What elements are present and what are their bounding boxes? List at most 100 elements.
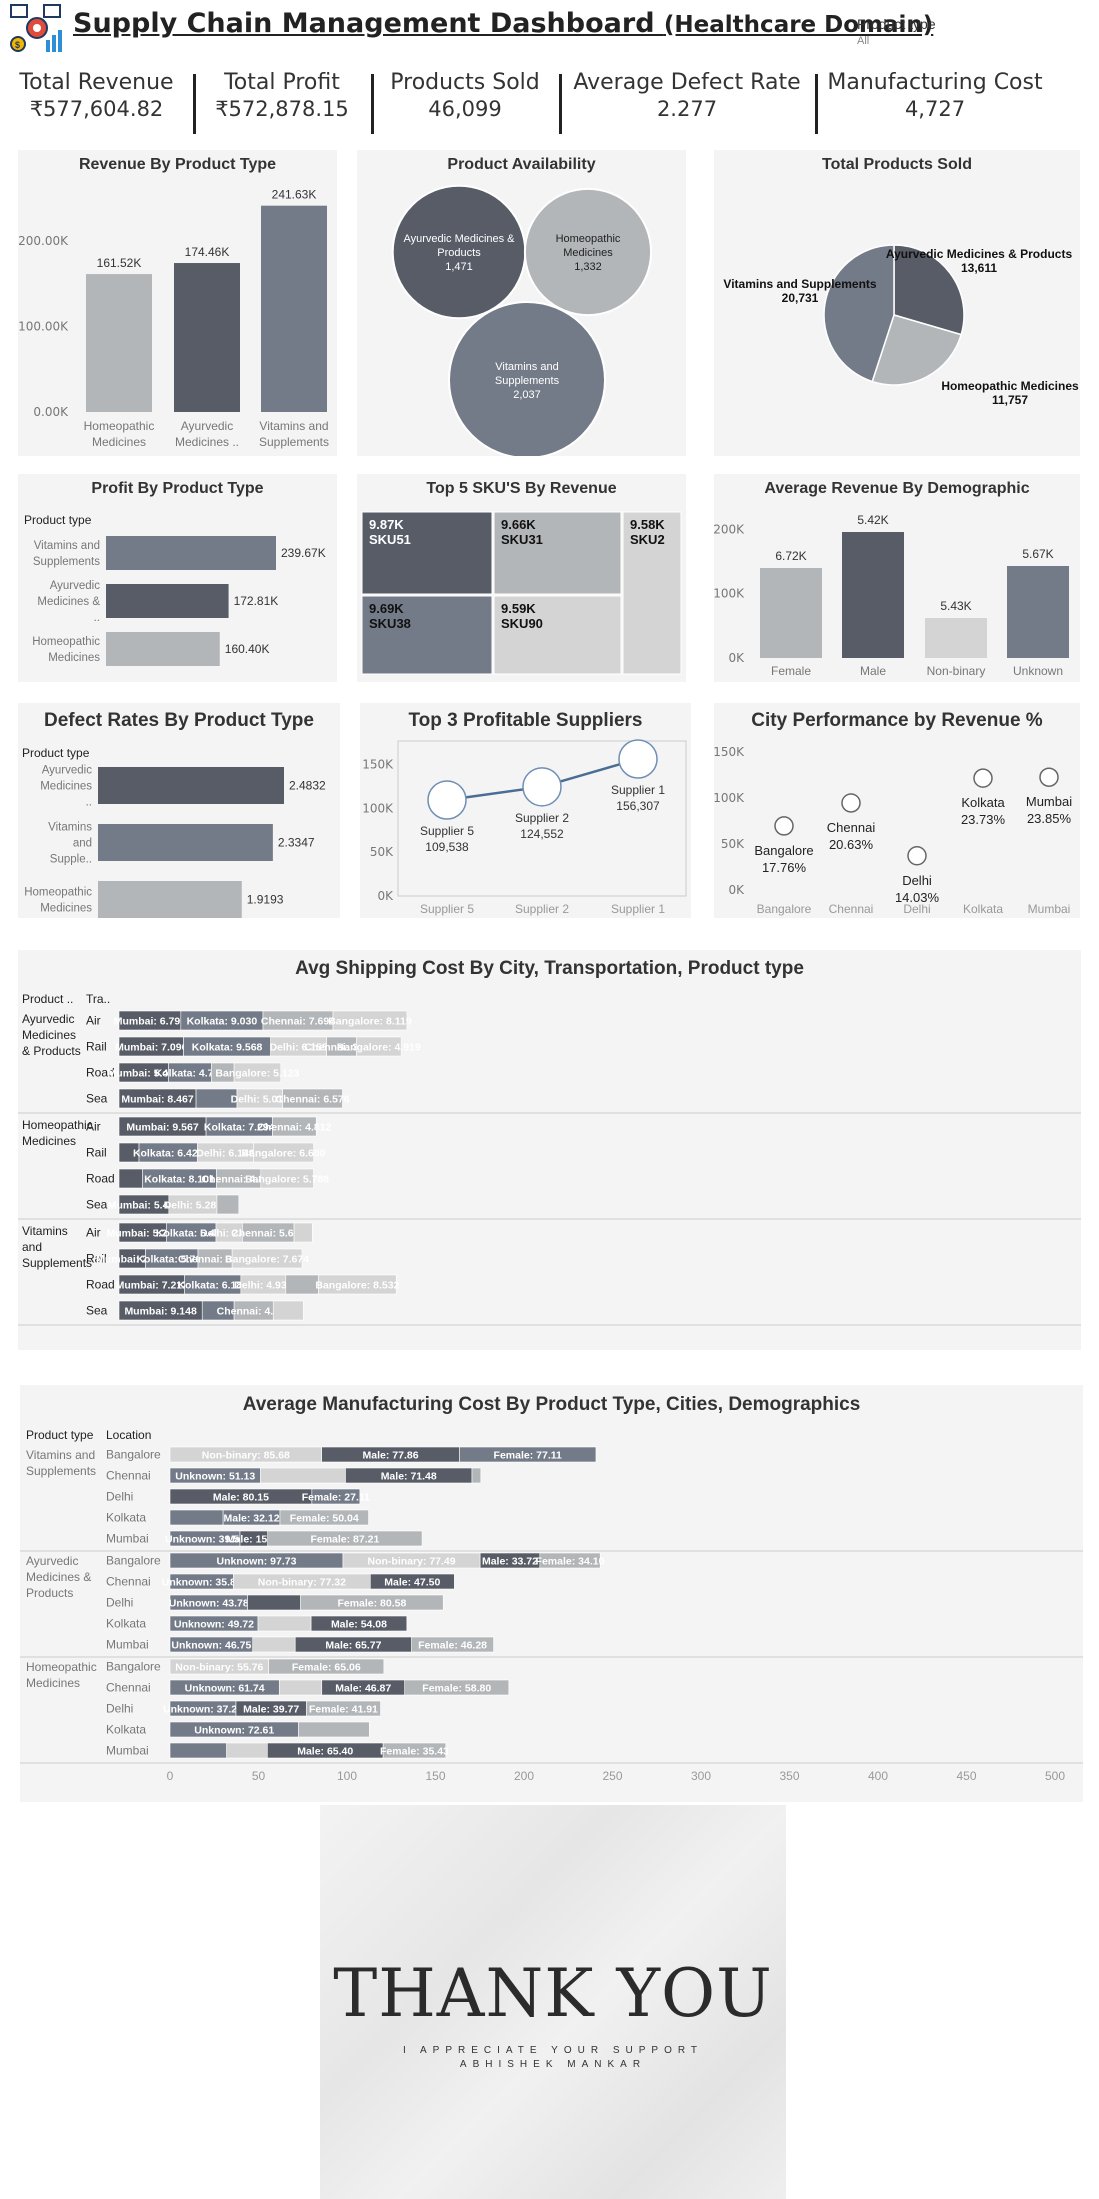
logo-icon: $ (8, 2, 66, 56)
x-tick-label: 150 (425, 1769, 445, 1783)
axis-label: Product type (22, 746, 90, 760)
bar-data-label: 6.72K (775, 549, 806, 563)
segment-label: Unknown: 46.75 (171, 1640, 251, 1652)
segment-label: Mumbai: 5.476 (108, 1200, 181, 1212)
segment-label: Delhi: 6.149 (196, 1148, 255, 1160)
row-label: Mumbai (106, 1638, 149, 1652)
row-label: Rail (86, 1252, 107, 1266)
point-city-label: Delhi (902, 873, 932, 888)
x-tick-label: 250 (602, 1769, 622, 1783)
bar-data-label: 172.81K (234, 594, 279, 608)
group-label: Ayurvedic Medicines & Products (22, 1012, 81, 1058)
chart-title: Average Manufacturing Cost By Product Ty… (242, 1394, 861, 1415)
stacked-segment (272, 1300, 304, 1321)
defect-panel: Defect Rates By Product Type Product typ… (18, 703, 340, 918)
stacked-segment (260, 1467, 346, 1484)
segment-label: Female: 46.28 (418, 1640, 487, 1652)
suppliers-panel: Top 3 Profitable Suppliers 0K 50K 100K 150K… (360, 703, 691, 918)
row-label: Delhi (106, 1490, 133, 1504)
segment-label: Mumbai: 5.431 (108, 1068, 181, 1080)
stacked-segment (278, 1679, 323, 1696)
segment-label: Non-binary: 85.68 (202, 1450, 290, 1462)
segment-label: Kolkata: 7.294 (204, 1122, 275, 1134)
filter-label: Product type (857, 16, 936, 32)
segment-label: Bangalore: 7.674 (225, 1254, 309, 1266)
y-tick-label: 100K (714, 791, 745, 805)
pie-value: 13,611 (961, 261, 997, 275)
treemap-cell (361, 511, 493, 595)
stacked-segment (459, 1446, 597, 1463)
row-label: Chennai (106, 1575, 151, 1589)
segment-label: Male: 54.08 (331, 1619, 387, 1631)
stacked-segment (257, 1615, 312, 1632)
bar-data-label: 5.67K (1022, 547, 1053, 561)
kpi-label: Average Defect Rate (573, 70, 801, 95)
kpi-value: 46,099 (428, 97, 502, 121)
treemap-value: 9.87K (369, 517, 404, 532)
sku-panel: Top 5 SKU'S By Revenue 9.87K SKU51 9.66K SK… (357, 474, 686, 682)
segment-label: Non-binary: 77.49 (368, 1556, 456, 1568)
segment-label: Male: 32.12 (224, 1513, 280, 1525)
bar (98, 767, 284, 804)
stacked-segment (356, 1036, 402, 1057)
segment-label: Mumbai: 8.467 (121, 1094, 194, 1106)
treemap-sku: SKU90 (501, 616, 543, 631)
segment-label: Chennai: 7.694 (261, 1016, 335, 1028)
x-tick-label: Bangalore (757, 902, 812, 916)
scatter-point (841, 793, 861, 813)
bar-data-label: 161.52K (97, 256, 142, 270)
x-tick-label: 0 (167, 1769, 174, 1783)
stacked-segment (260, 1168, 314, 1189)
x-tick-label: Mumbai (1028, 902, 1071, 916)
segment-label: Bangalore: 5.123 (215, 1068, 299, 1080)
row-label: Kolkata (106, 1511, 146, 1525)
product-type-filter[interactable]: Product type All (857, 16, 936, 47)
row-label: Sea (86, 1304, 108, 1318)
group-label: Homeopathic Medicines (22, 1118, 93, 1148)
treemap-value: 9.58K (630, 517, 665, 532)
segment-label: Female: 87.21 (310, 1534, 379, 1546)
stacked-segment (285, 1274, 319, 1295)
chart-title: Average Revenue By Demographic (764, 480, 1030, 497)
y-tick-label: 200K (714, 522, 745, 536)
x-tick-label: Non-binary (927, 664, 986, 678)
sold-panel: Total Products Sold Ayurvedic Medicines … (714, 150, 1080, 456)
segment-label: Unknown: 35.84 (162, 1577, 242, 1589)
point-value-label: 124,552 (520, 827, 564, 841)
manufacturing-chart: Product type Location Bangalore Non-binary:… (20, 1428, 1083, 1783)
stacked-segment (169, 1509, 224, 1526)
kpi-value: ₹572,878.15 (215, 97, 349, 121)
treemap-cell (361, 595, 493, 675)
group-label: Ayurvedic Medicines & Products (26, 1554, 91, 1600)
row-label: Bangalore (106, 1448, 161, 1462)
kpi-label: Products Sold (390, 70, 540, 95)
pie-label: Ayurvedic Medicines & Products (886, 247, 1073, 261)
point-city-label: Mumbai (1026, 794, 1072, 809)
bubble (448, 301, 606, 456)
bubble-label: Vitamins and Supplements 2,037 (495, 361, 560, 401)
category-label: Ayurvedic Medicines &.. (37, 580, 100, 624)
point-value-label: 23.85% (1027, 811, 1072, 826)
bar (106, 632, 220, 666)
stacked-segment (247, 1594, 301, 1611)
bar-data-label: 241.63K (272, 188, 317, 202)
category-label: Vitamins and Supplements (33, 540, 100, 568)
y-tick-label: 50K (721, 837, 745, 851)
category-label: Homeopathic Medicines (24, 887, 92, 915)
bar-data-label: 174.46K (185, 245, 230, 259)
bubble (523, 187, 653, 317)
treemap-sku: SKU2 (630, 532, 665, 547)
line-point (427, 780, 467, 820)
x-tick-label: 350 (779, 1769, 799, 1783)
stacked-segment (231, 1248, 303, 1269)
x-tick-label: Supplier 5 (420, 902, 474, 916)
treemap-value: 9.66K (501, 517, 536, 532)
revenue-chart: 0.00K 100.00K 200.00K 161.52K Homeopathic Med… (18, 188, 329, 449)
svg-text:$: $ (15, 40, 20, 50)
x-tick-label: 450 (956, 1769, 976, 1783)
kpi-label: Total Revenue (19, 70, 174, 95)
filter-value[interactable]: All (857, 35, 870, 47)
stacked-segment (293, 1222, 313, 1243)
